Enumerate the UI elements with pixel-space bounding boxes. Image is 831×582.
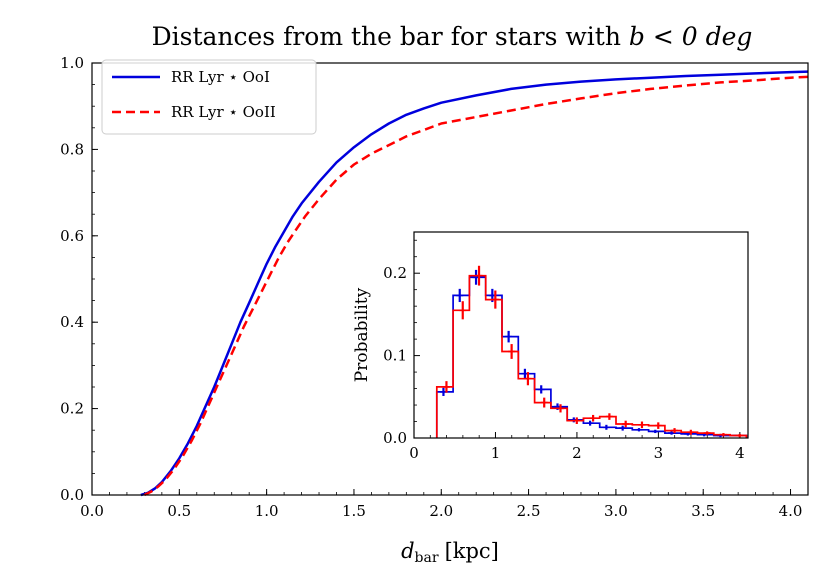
inset-histogram: 0 1 2 3 4 0.0 0.1 0.2 xyxy=(383,232,748,462)
inset-background xyxy=(414,232,748,438)
inset-y-tick-label: 0.1 xyxy=(383,347,407,365)
y-tick-label: 0.0 xyxy=(60,486,84,504)
legend-label-ooii: RR Lyr ⋆ OoII xyxy=(171,103,276,121)
y-tick-label: 1.0 xyxy=(60,54,84,72)
cdf-chart: Distances from the bar for stars with b … xyxy=(0,0,831,582)
y-tick-label: 0.2 xyxy=(60,400,84,418)
legend-label-ooi: RR Lyr ⋆ OoI xyxy=(171,68,270,86)
inset-y-tick-label: 0.0 xyxy=(383,429,407,447)
y-tick-label: 0.8 xyxy=(60,140,84,158)
x-tick-label: 2.0 xyxy=(429,502,453,520)
x-tick-label: 4.0 xyxy=(779,502,803,520)
y-tick-label: 0.6 xyxy=(60,227,84,245)
x-axis-title: dbar [kpc] xyxy=(401,539,499,566)
legend: RR Lyr ⋆ OoI RR Lyr ⋆ OoII xyxy=(102,60,316,134)
x-tick-label: 0.5 xyxy=(167,502,191,520)
x-tick-label: 2.5 xyxy=(517,502,541,520)
y-tick-label: 0.4 xyxy=(60,313,84,331)
x-tick-label: 3.5 xyxy=(691,502,715,520)
chart-title: Distances from the bar for stars with b … xyxy=(152,22,753,51)
inset-y-tick-label: 0.2 xyxy=(383,264,407,282)
inset-x-tick-label: 3 xyxy=(654,444,664,462)
x-tick-label: 3.0 xyxy=(604,502,628,520)
inset-x-tick-label: 0 xyxy=(409,444,419,462)
x-tick-label: 1.0 xyxy=(255,502,279,520)
inset-x-tick-label: 1 xyxy=(491,444,501,462)
x-tick-label: 1.5 xyxy=(342,502,366,520)
inset-y-axis-title: Probability xyxy=(352,287,372,382)
inset-x-tick-label: 2 xyxy=(572,444,582,462)
inset-x-tick-label: 4 xyxy=(735,444,745,462)
x-tick-label: 0.0 xyxy=(80,502,104,520)
